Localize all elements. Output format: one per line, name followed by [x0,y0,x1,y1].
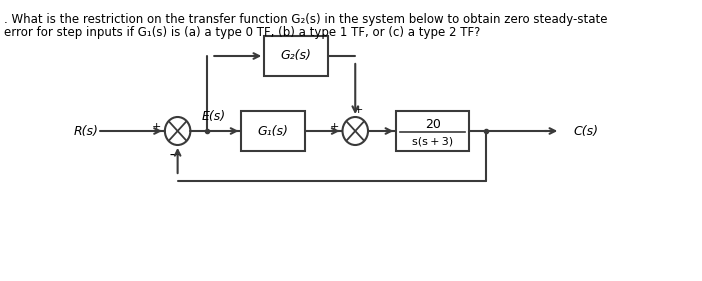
Text: +: + [152,122,161,132]
Bar [241,111,305,151]
Text: 20: 20 [425,119,441,132]
Bar [396,111,469,151]
Text: −: − [168,148,180,162]
Text: R(s): R(s) [74,124,99,137]
Text: error for step inputs if G₁(s) is (a) a type 0 TF, (b) a type 1 TF, or (c) a typ: error for step inputs if G₁(s) is (a) a … [4,26,480,39]
Text: . What is the restriction on the transfer function G₂(s) in the system below to : . What is the restriction on the transfe… [4,13,607,26]
Text: E(s): E(s) [201,110,225,123]
Text: G₂(s): G₂(s) [281,49,312,62]
Text: +: + [355,105,364,115]
Bar [264,36,328,76]
Text: +: + [329,122,339,132]
Text: G₁(s): G₁(s) [258,124,289,137]
Text: C(s): C(s) [574,124,599,137]
Text: s(s + 3): s(s + 3) [412,136,453,146]
